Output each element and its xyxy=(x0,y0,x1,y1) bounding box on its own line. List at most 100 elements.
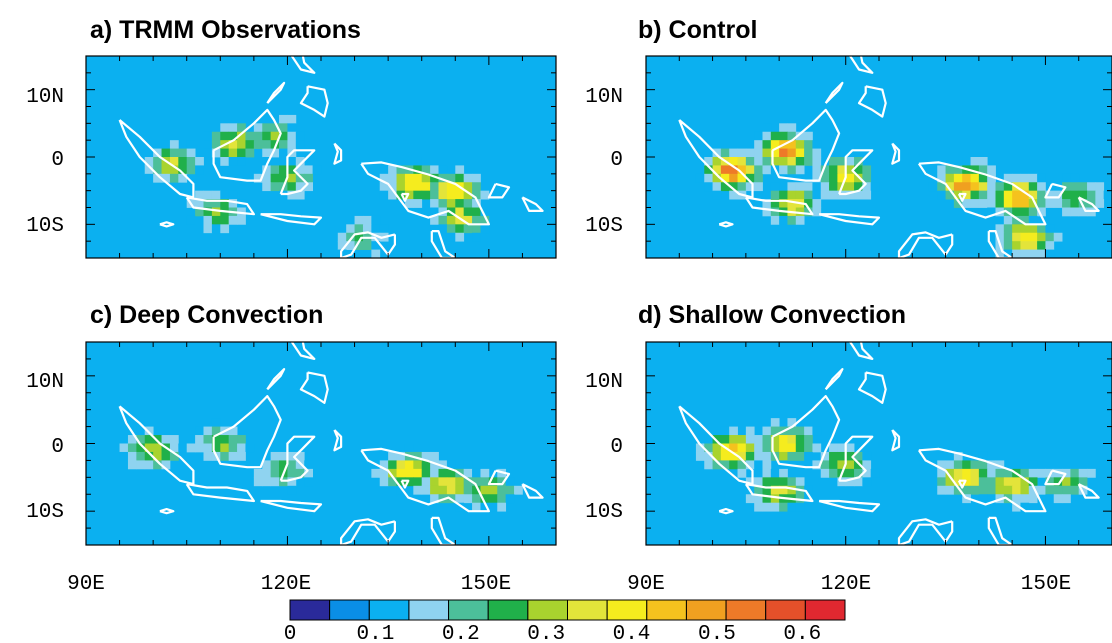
coastline xyxy=(891,142,901,165)
field-cell xyxy=(737,460,747,470)
field-cell xyxy=(262,460,272,470)
field-cell xyxy=(287,165,297,175)
field-cell xyxy=(804,199,813,208)
field-cell xyxy=(337,241,347,250)
field-cell xyxy=(970,157,980,166)
field-cell xyxy=(279,114,288,124)
field-cell xyxy=(854,190,863,200)
field-cell xyxy=(1037,249,1046,258)
field-cell xyxy=(169,451,179,461)
field-cell xyxy=(228,190,238,200)
field-cell xyxy=(472,173,481,183)
field-cell xyxy=(396,460,406,470)
field-cell xyxy=(262,165,272,175)
field-cell xyxy=(211,207,221,217)
field-cell xyxy=(1020,182,1030,192)
field-cell xyxy=(770,494,780,504)
field-cell xyxy=(1020,477,1030,487)
field-cell xyxy=(304,173,313,183)
field-cell xyxy=(463,182,473,192)
field-cell xyxy=(1095,190,1105,200)
field-cell xyxy=(1003,232,1013,242)
field-cell xyxy=(253,131,263,141)
field-cell xyxy=(1012,485,1021,495)
field-cell xyxy=(829,443,838,453)
field-cell xyxy=(762,148,772,158)
field-cell xyxy=(279,140,288,149)
field-cell xyxy=(1003,199,1013,208)
field-cell xyxy=(354,241,364,250)
y-tick-b-10s: 10S xyxy=(585,215,623,238)
field-cell xyxy=(770,207,780,217)
field-cell xyxy=(720,165,730,175)
field-cell xyxy=(820,190,830,200)
coastline xyxy=(185,483,255,503)
field-cell xyxy=(245,443,255,453)
field-cell xyxy=(279,148,288,158)
field-cell xyxy=(1028,477,1038,487)
field-cell xyxy=(463,477,473,487)
field-cell xyxy=(279,173,288,183)
field-cell xyxy=(203,215,213,225)
coastline xyxy=(824,81,844,104)
field-cell xyxy=(1003,241,1013,250)
field-cell xyxy=(388,190,397,200)
field-cell xyxy=(220,435,230,444)
field-cell xyxy=(211,215,221,225)
field-cell xyxy=(978,494,988,504)
field-cell xyxy=(1053,190,1063,200)
field-cell xyxy=(787,502,797,512)
field-cell xyxy=(421,173,431,183)
colorbar-swatch xyxy=(289,599,331,621)
field-cell xyxy=(1062,182,1071,192)
field-cell xyxy=(1078,190,1088,200)
field-cell xyxy=(388,468,397,478)
field-cell xyxy=(253,140,263,149)
field-cell xyxy=(795,477,805,487)
field-cell xyxy=(1037,224,1046,234)
coastline xyxy=(957,192,967,202)
field-cell xyxy=(1012,199,1021,208)
coastline xyxy=(857,85,887,118)
field-cell xyxy=(770,485,780,495)
field-cell xyxy=(438,477,448,487)
field-cell xyxy=(421,182,431,192)
colorbar-tick-label: 0.2 xyxy=(442,623,480,643)
field-cell xyxy=(237,157,246,166)
field-cell xyxy=(446,460,456,470)
field-cell xyxy=(987,190,996,200)
field-cell xyxy=(304,460,313,470)
field-cell xyxy=(463,460,473,470)
field-cell xyxy=(279,131,288,141)
field-cell xyxy=(837,460,847,470)
field-cell xyxy=(505,485,515,495)
field-cell xyxy=(962,485,971,495)
field-cell xyxy=(178,157,188,166)
field-cell xyxy=(1003,190,1013,200)
field-cell xyxy=(787,165,797,175)
field-cell xyxy=(505,477,515,487)
field-cell xyxy=(169,435,179,444)
field-cell xyxy=(962,157,971,166)
field-cell xyxy=(704,460,713,470)
field-cell xyxy=(837,165,847,175)
field-cell xyxy=(472,207,481,217)
field-cell xyxy=(754,443,763,453)
field-cell xyxy=(404,190,414,200)
field-cell xyxy=(745,426,755,436)
field-cell xyxy=(203,224,213,234)
field-cell xyxy=(729,426,738,436)
field-cell xyxy=(978,173,988,183)
field-cell xyxy=(1003,224,1013,234)
field-cell xyxy=(186,148,196,158)
field-cell xyxy=(754,451,763,461)
field-cell xyxy=(237,131,246,141)
field-cell xyxy=(455,207,465,217)
field-cell xyxy=(978,199,988,208)
field-cell xyxy=(720,173,730,183)
field-cell xyxy=(712,182,722,192)
field-cell xyxy=(228,140,238,149)
field-cell xyxy=(737,157,747,166)
field-cell xyxy=(480,190,490,200)
